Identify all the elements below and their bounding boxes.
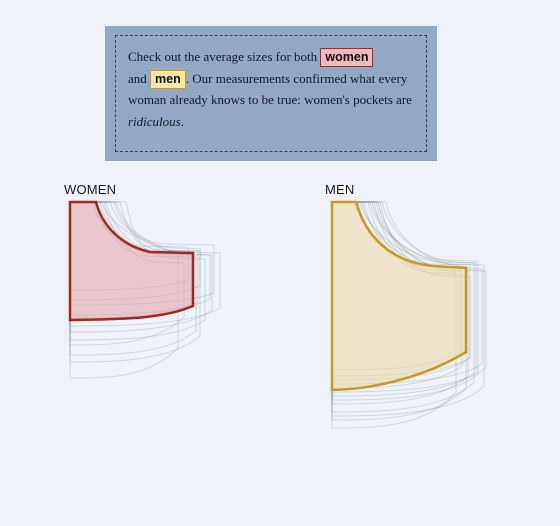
- women-average-pocket[interactable]: [68, 200, 195, 322]
- women-toggle-button[interactable]: women: [320, 48, 374, 67]
- ghost-pocket: [331, 201, 479, 401]
- ghost-pocket: [69, 201, 206, 341]
- ghost-pocket: [331, 201, 469, 405]
- callout-box: Check out the average sizes for both wom…: [105, 26, 437, 161]
- ghost-pocket: [69, 201, 221, 327]
- ghost-pocket: [331, 201, 477, 397]
- men-toggle-button[interactable]: men: [150, 69, 186, 89]
- ghost-pocket: [69, 201, 201, 363]
- women-label: WOMEN: [64, 182, 117, 197]
- callout-text: Check out the average sizes for both wom…: [115, 35, 427, 152]
- callout-text-start: Check out the average sizes for both: [128, 49, 321, 64]
- ghost-pocket: [69, 201, 185, 346]
- men-average-pocket[interactable]: [330, 200, 468, 392]
- callout-text-italic: ridiculous: [128, 113, 181, 129]
- men-label: MEN: [325, 182, 355, 197]
- callout-text-middle: . Our measurements confirmed what every …: [128, 70, 412, 108]
- ghost-pocket: [331, 201, 487, 393]
- callout-text-and: and: [128, 70, 151, 86]
- ghost-pocket: [331, 201, 475, 413]
- callout-text-end: .: [180, 113, 184, 129]
- ghost-pocket: [331, 201, 467, 421]
- ghost-pocket: [331, 201, 485, 417]
